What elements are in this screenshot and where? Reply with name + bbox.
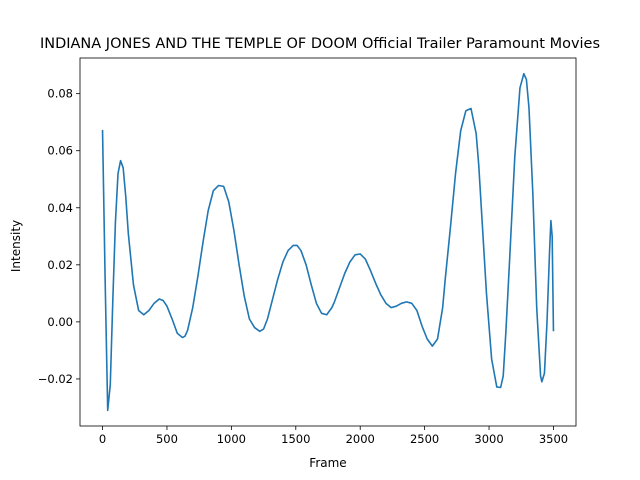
y-tick-label: 0.08 xyxy=(47,87,73,101)
y-tick-label: 0.02 xyxy=(47,258,73,272)
y-axis-label: Intensity xyxy=(9,220,23,272)
y-tick-label: 0.00 xyxy=(47,315,73,329)
x-axis-label: Frame xyxy=(309,456,346,470)
y-tick-label: 0.06 xyxy=(47,144,73,158)
x-tick-label: 2000 xyxy=(346,432,375,446)
plot-area xyxy=(101,72,555,412)
x-tick-label: 2500 xyxy=(410,432,439,446)
axes: 0 500 1000 1500 2000 2500 3000 3500 −0.02 0.00 0.0… xyxy=(38,57,577,446)
x-tick-label: 500 xyxy=(156,432,178,446)
chart-title: INDIANA JONES AND THE TEMPLE OF DOOM Off… xyxy=(40,36,600,52)
x-tick-label: 3000 xyxy=(474,432,503,446)
x-tick-label: 1000 xyxy=(217,432,246,446)
y-tick-label: 0.04 xyxy=(47,201,73,215)
y-tick-label: −0.02 xyxy=(38,372,73,386)
x-tick-label: 0 xyxy=(99,432,106,446)
x-tick-label: 3500 xyxy=(539,432,568,446)
series-line-0 xyxy=(101,72,555,412)
plot-frame xyxy=(79,57,577,427)
x-tick-label: 1500 xyxy=(281,432,310,446)
